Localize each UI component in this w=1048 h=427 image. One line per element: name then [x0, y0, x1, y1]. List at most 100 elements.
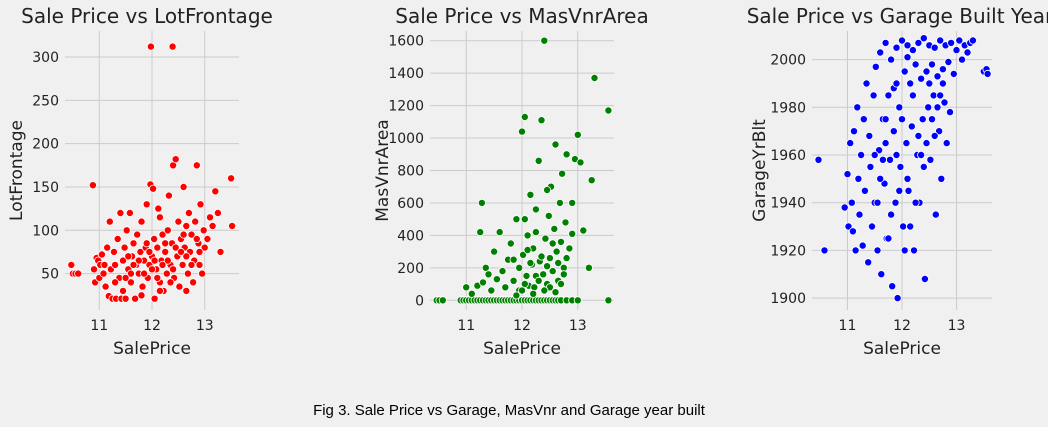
x-tick-label: 12 [513, 318, 531, 334]
data-point [150, 234, 159, 243]
data-point [906, 222, 915, 231]
data-point [937, 174, 946, 183]
data-point [520, 113, 529, 122]
data-point [492, 275, 501, 284]
y-tick-label: 1980 [770, 100, 806, 116]
data-point [886, 155, 895, 164]
data-point [914, 131, 923, 140]
data-point [142, 200, 151, 209]
data-point [182, 221, 191, 230]
data-point [187, 230, 196, 239]
data-point [518, 286, 527, 295]
data-point [568, 198, 577, 207]
data-point [820, 246, 829, 255]
data-point [559, 270, 568, 279]
y-tick-label: 100 [32, 223, 59, 239]
data-point [530, 283, 539, 292]
data-point [946, 108, 955, 117]
data-point [539, 270, 548, 279]
y-tick-label: 600 [397, 196, 424, 212]
data-point [903, 53, 912, 62]
data-point [548, 239, 557, 248]
data-point [869, 91, 878, 100]
y-tick-label: 250 [32, 93, 59, 109]
data-point [860, 186, 869, 195]
data-point [877, 270, 886, 279]
data-point [910, 246, 919, 255]
data-point [864, 258, 873, 267]
data-point [179, 182, 188, 191]
data-point [515, 263, 524, 272]
data-point [917, 74, 926, 83]
data-point [169, 265, 178, 274]
data-point [163, 226, 172, 235]
data-point [938, 65, 947, 74]
data-point [166, 278, 175, 287]
y-tick-label: 200 [397, 261, 424, 277]
data-point [498, 267, 507, 276]
data-point [892, 79, 901, 88]
data-point [881, 38, 890, 47]
data-point [203, 234, 212, 243]
data-point [590, 74, 599, 83]
data-point [228, 221, 237, 230]
data-point [179, 230, 188, 239]
data-point [146, 42, 155, 51]
data-point [983, 69, 992, 78]
x-axis-label: SalePrice [863, 339, 941, 359]
data-point [105, 217, 114, 226]
data-point [175, 282, 184, 291]
data-point [900, 67, 909, 76]
data-point [561, 218, 570, 227]
data-point [199, 226, 208, 235]
data-point [576, 158, 585, 167]
data-point [467, 289, 476, 298]
chart-title: Sale Price vs LotFrontage [21, 4, 273, 28]
data-point [134, 256, 143, 265]
data-point [113, 234, 122, 243]
data-point [438, 296, 447, 305]
data-point [858, 241, 867, 250]
data-point [562, 150, 571, 159]
data-point [163, 256, 172, 265]
x-tick-label: 13 [196, 318, 214, 334]
data-point [192, 161, 201, 170]
data-point [74, 269, 83, 278]
data-point [568, 229, 577, 238]
data-point [531, 228, 540, 237]
data-point [534, 156, 543, 165]
data-point [895, 103, 904, 112]
data-point [526, 258, 535, 267]
data-point [189, 278, 198, 287]
data-point [919, 34, 928, 43]
data-point [919, 162, 928, 171]
data-point [162, 269, 171, 278]
data-point [911, 60, 920, 69]
data-point [196, 200, 205, 209]
x-tick-label: 12 [143, 318, 161, 334]
data-point [119, 286, 128, 295]
data-point [892, 43, 901, 52]
y-tick-label: 150 [32, 180, 59, 196]
data-point [873, 198, 882, 207]
data-point [182, 252, 191, 261]
data-point [195, 260, 204, 269]
data-point [926, 155, 935, 164]
data-point [884, 234, 893, 243]
data-point [907, 122, 916, 131]
data-point [908, 46, 917, 55]
data-point [931, 210, 940, 219]
data-point [501, 283, 510, 292]
data-point [153, 273, 162, 282]
data-point [904, 186, 913, 195]
data-point [195, 247, 204, 256]
data-point [178, 260, 187, 269]
data-point [911, 198, 920, 207]
data-point [552, 247, 561, 256]
data-point [955, 36, 964, 45]
x-tick-label: 13 [948, 318, 966, 334]
data-point [876, 174, 885, 183]
data-point [522, 271, 531, 280]
data-point [509, 255, 518, 264]
